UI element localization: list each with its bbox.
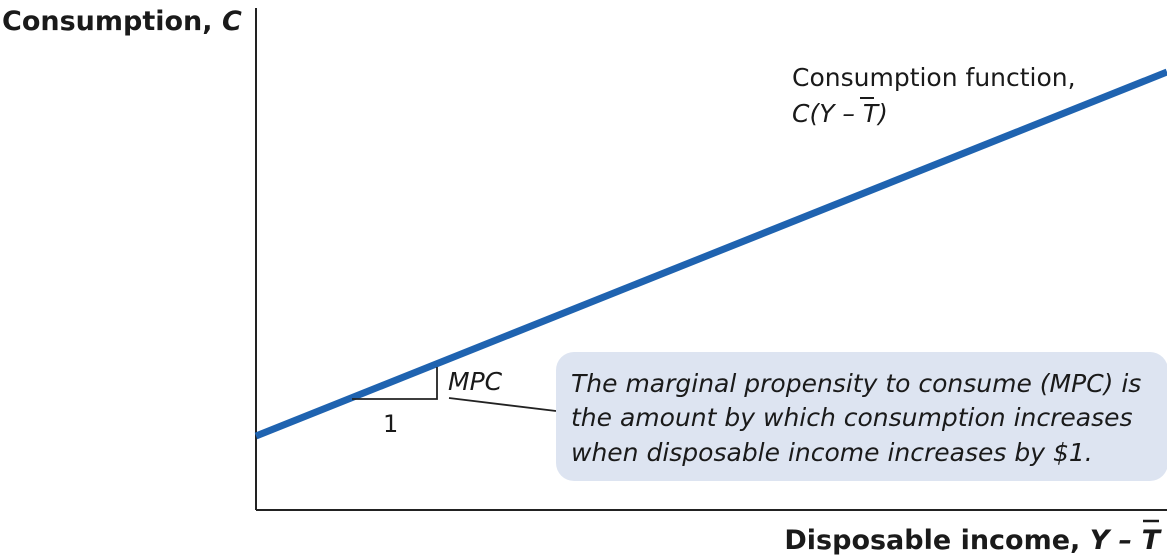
run-label: 1 xyxy=(383,410,398,438)
consumption-function-label-line2: C(Y – T) xyxy=(792,99,888,128)
slope-triangle xyxy=(352,367,438,400)
y-axis-title: Consumption, C xyxy=(2,6,242,37)
consumption-function-label-line1: Consumption function, xyxy=(792,63,1076,92)
callout-line-3: when disposable income increases by $1. xyxy=(571,438,1093,467)
callout-leader-line xyxy=(448,397,557,412)
consumption-function-line xyxy=(254,68,1167,440)
x-axis-title: Disposable income, Y – T xyxy=(784,525,1162,556)
callout-line-2: the amount by which consumption increase… xyxy=(571,403,1133,432)
callout-box xyxy=(556,352,1167,481)
mpc-rise-label: MPC xyxy=(448,367,503,396)
callout-line-1: The marginal propensity to consume (MPC)… xyxy=(571,369,1141,398)
